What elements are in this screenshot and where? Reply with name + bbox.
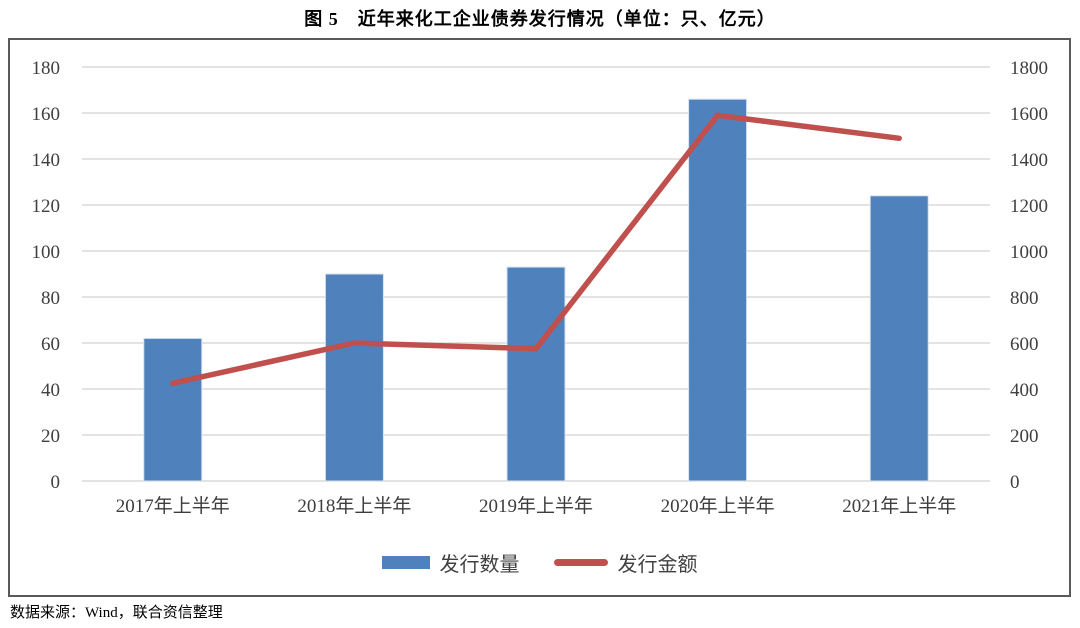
chart-frame: 0 20 40 60 80 100 120 140 160 180 0 200 400 600 800 100… xyxy=(8,38,1071,597)
legend-label-bar: 发行数量 xyxy=(439,554,520,576)
left-axis-tick: 180 xyxy=(32,58,61,79)
left-axis-tick: 100 xyxy=(32,242,61,263)
right-axis-tick: 1600 xyxy=(1010,104,1048,125)
right-axis-tick: 600 xyxy=(1010,334,1039,355)
category-label: 2018年上半年 xyxy=(297,495,411,517)
legend-label-line: 发行金额 xyxy=(617,554,698,576)
category-label: 2021年上半年 xyxy=(842,495,956,517)
left-axis-tick: 0 xyxy=(51,472,61,493)
left-axis-tick: 20 xyxy=(41,426,60,447)
right-axis-tick: 400 xyxy=(1010,380,1039,401)
bar-2020年上半年 xyxy=(688,98,748,482)
left-axis-tick: 40 xyxy=(41,380,60,401)
bar-2021年上半年 xyxy=(869,195,929,482)
data-source-note: 数据来源：Wind，联合资信整理 xyxy=(10,605,223,621)
bar-series-swatch xyxy=(381,556,430,569)
chart-plot-area: 0204060801001201401601800200400600800100… xyxy=(32,58,1049,517)
right-axis-tick: 0 xyxy=(1010,472,1020,493)
legend-item-issuance-amount: 发行金额 xyxy=(553,548,698,577)
legend-item-issuance-count: 发行数量 xyxy=(381,548,520,577)
category-label: 2020年上半年 xyxy=(661,495,775,517)
right-axis-tick: 1400 xyxy=(1010,150,1048,171)
category-label: 2017年上半年 xyxy=(116,495,230,517)
right-axis-tick: 1200 xyxy=(1010,196,1048,217)
right-axis-tick: 800 xyxy=(1010,288,1039,309)
left-axis-tick: 160 xyxy=(32,104,61,125)
bar-2018年上半年 xyxy=(324,273,384,482)
line-series-swatch xyxy=(553,559,608,566)
right-axis-tick: 1800 xyxy=(1010,58,1048,79)
bar-2019年上半年 xyxy=(506,266,566,482)
right-axis-tick: 200 xyxy=(1010,426,1039,447)
category-label: 2019年上半年 xyxy=(479,495,593,517)
line-series xyxy=(170,112,902,386)
left-axis-tick: 60 xyxy=(41,334,60,355)
bar-2017年上半年 xyxy=(143,337,203,482)
legend: 发行数量 发行金额 xyxy=(10,548,1069,577)
left-axis-tick: 80 xyxy=(41,288,60,309)
chart-title: 图 5 近年来化工企业债券发行情况（单位：只、亿元） xyxy=(304,9,776,29)
left-axis-tick: 140 xyxy=(32,150,61,171)
left-axis-tick: 120 xyxy=(32,196,61,217)
right-axis-tick: 1000 xyxy=(1010,242,1048,263)
